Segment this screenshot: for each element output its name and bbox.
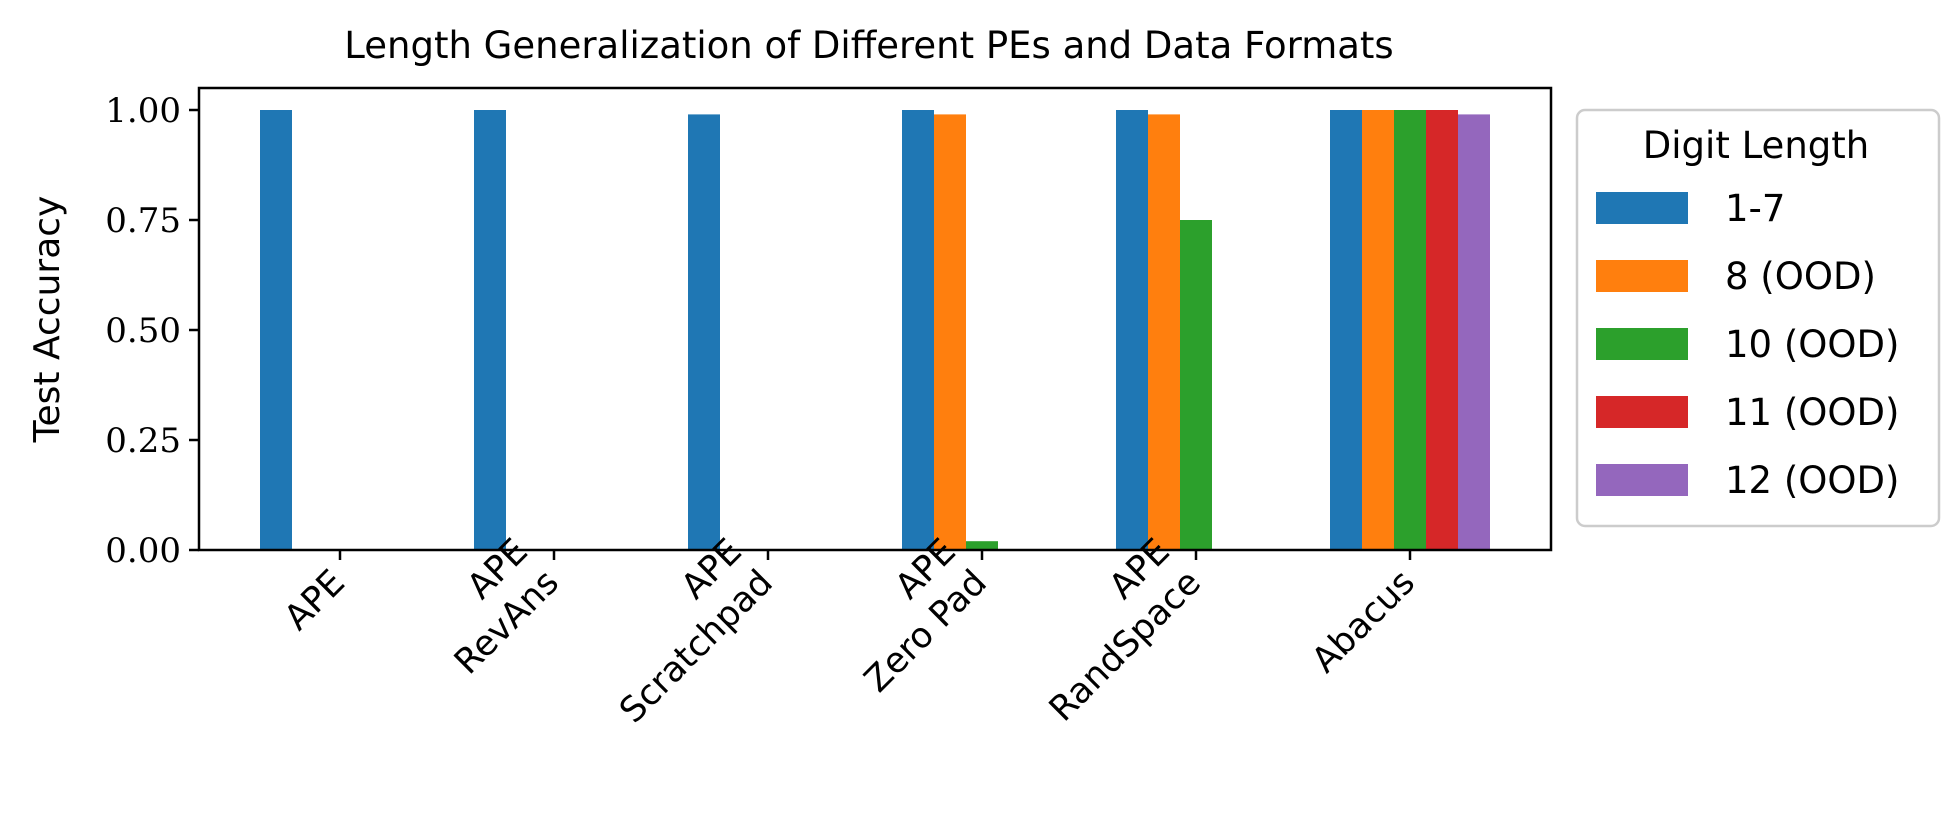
bars-layer [260,110,1490,551]
chart-title: Length Generalization of Different PEs a… [344,24,1393,67]
legend-swatch [1596,192,1688,224]
bar [688,114,720,551]
bar [1148,114,1180,551]
y-tick-label: 0.00 [105,531,181,571]
bar [1116,110,1148,550]
legend-title: Digit Length [1643,124,1869,167]
legend-swatch [1596,328,1688,360]
x-tick-label-line: Abacus [1305,563,1423,681]
legend-label: 10 (OOD) [1725,323,1899,366]
bar [260,110,292,550]
legend-label: 8 (OOD) [1725,255,1876,298]
y-tick-label: 1.00 [105,91,181,131]
legend: Digit Length 1-78 (OOD)10 (OOD)11 (OOD)1… [1575,108,1941,528]
bar [902,110,934,550]
bar [934,114,966,551]
legend-items: 1-7 8 (OOD) 10 (OOD) 11 (OOD) 12 (OOD) [1596,187,1899,502]
bar [1426,110,1458,550]
y-tick-label: 0.25 [105,421,181,461]
x-tick-label: APE [277,563,353,639]
bar [966,541,998,550]
legend-swatch [1596,260,1688,292]
bar [474,110,506,550]
bar [1394,110,1426,550]
x-tick-label-line: APE [277,563,353,639]
legend-label: 12 (OOD) [1725,459,1899,502]
y-axis: 0.00 0.25 0.50 0.75 1.00 [105,91,199,571]
y-tick-label: 0.75 [105,201,181,241]
x-tick-label: Abacus [1305,563,1423,681]
legend-label: 1-7 [1725,187,1785,230]
bar [1362,110,1394,550]
legend-swatch [1596,464,1688,496]
y-tick-label: 0.50 [105,311,181,351]
plot-frame [197,86,1553,552]
legend-swatch [1596,396,1688,428]
y-axis-label: Test Accuracy [27,196,68,444]
bar [1330,110,1362,550]
bar [1180,220,1212,550]
legend-label: 11 (OOD) [1725,391,1899,434]
bar [1458,114,1490,551]
